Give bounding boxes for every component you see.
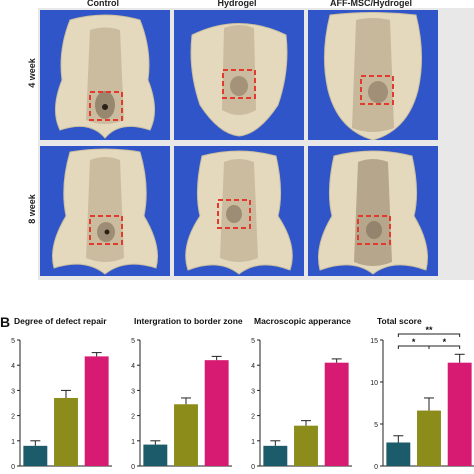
bar <box>294 425 318 466</box>
panel-b-letter: B <box>0 314 11 330</box>
y-tick-label: 5 <box>251 338 255 345</box>
roi-box <box>357 215 391 245</box>
y-tick-label: 2 <box>251 414 255 421</box>
roi-box <box>217 199 251 229</box>
chart-title: Total score <box>377 316 422 326</box>
roi-box <box>89 91 123 121</box>
y-tick-label: 3 <box>131 388 135 395</box>
bar <box>417 410 441 466</box>
y-tick-label: 5 <box>374 422 378 429</box>
y-tick-label: 2 <box>11 414 15 421</box>
column-label-hydrogel: Hydrogel <box>217 0 257 8</box>
y-tick-label: 4 <box>131 363 135 370</box>
y-tick-label: 5 <box>11 338 15 345</box>
y-tick-label: 4 <box>251 363 255 370</box>
bar <box>54 397 78 466</box>
photo-hydrogel-8-week <box>174 146 304 276</box>
bar <box>324 362 349 466</box>
photo-aff-msc-4-week <box>308 10 438 140</box>
chart-title: Degree of defect repair <box>14 316 107 326</box>
roi-box <box>360 75 394 105</box>
y-tick-label: 2 <box>131 414 135 421</box>
bar <box>447 362 472 466</box>
significance-bracket <box>397 333 461 337</box>
y-tick-label: 5 <box>131 338 135 345</box>
bar <box>386 442 411 466</box>
y-tick-label: 1 <box>251 439 255 446</box>
bar <box>23 445 48 466</box>
significance-label: ** <box>425 325 433 335</box>
bar <box>263 445 288 466</box>
photo-control-8-week <box>40 146 170 276</box>
y-tick-label: 0 <box>11 464 15 471</box>
y-tick-label: 1 <box>11 439 15 446</box>
significance-bracket <box>428 345 461 349</box>
y-tick-label: 1 <box>131 439 135 446</box>
significance-label: * <box>412 337 416 347</box>
roi-box <box>89 215 123 245</box>
chart-title: Macroscopic apperance <box>254 316 351 326</box>
roi-box <box>222 69 256 99</box>
photo-control-4-week <box>40 10 170 140</box>
bar <box>143 444 168 466</box>
column-label-aff-msc-hydrogel: AFF-MSC/Hydrogel <box>330 0 412 8</box>
y-tick-label: 0 <box>131 464 135 471</box>
y-tick-label: 10 <box>370 380 378 387</box>
bar <box>84 356 109 466</box>
column-label-control: Control <box>87 0 119 8</box>
chart-title: Intergration to border zone <box>134 316 243 326</box>
y-tick-label: 3 <box>11 388 15 395</box>
y-tick-label: 3 <box>251 388 255 395</box>
photo-aff-msc-8-week <box>308 146 438 276</box>
y-tick-label: 0 <box>374 464 378 471</box>
bar <box>204 360 229 466</box>
y-tick-label: 0 <box>251 464 255 471</box>
y-tick-label: 4 <box>11 363 15 370</box>
photo-hydrogel-4-week <box>174 10 304 140</box>
y-tick-label: 15 <box>370 338 378 345</box>
bar <box>174 404 198 466</box>
significance-label: * <box>443 337 447 347</box>
